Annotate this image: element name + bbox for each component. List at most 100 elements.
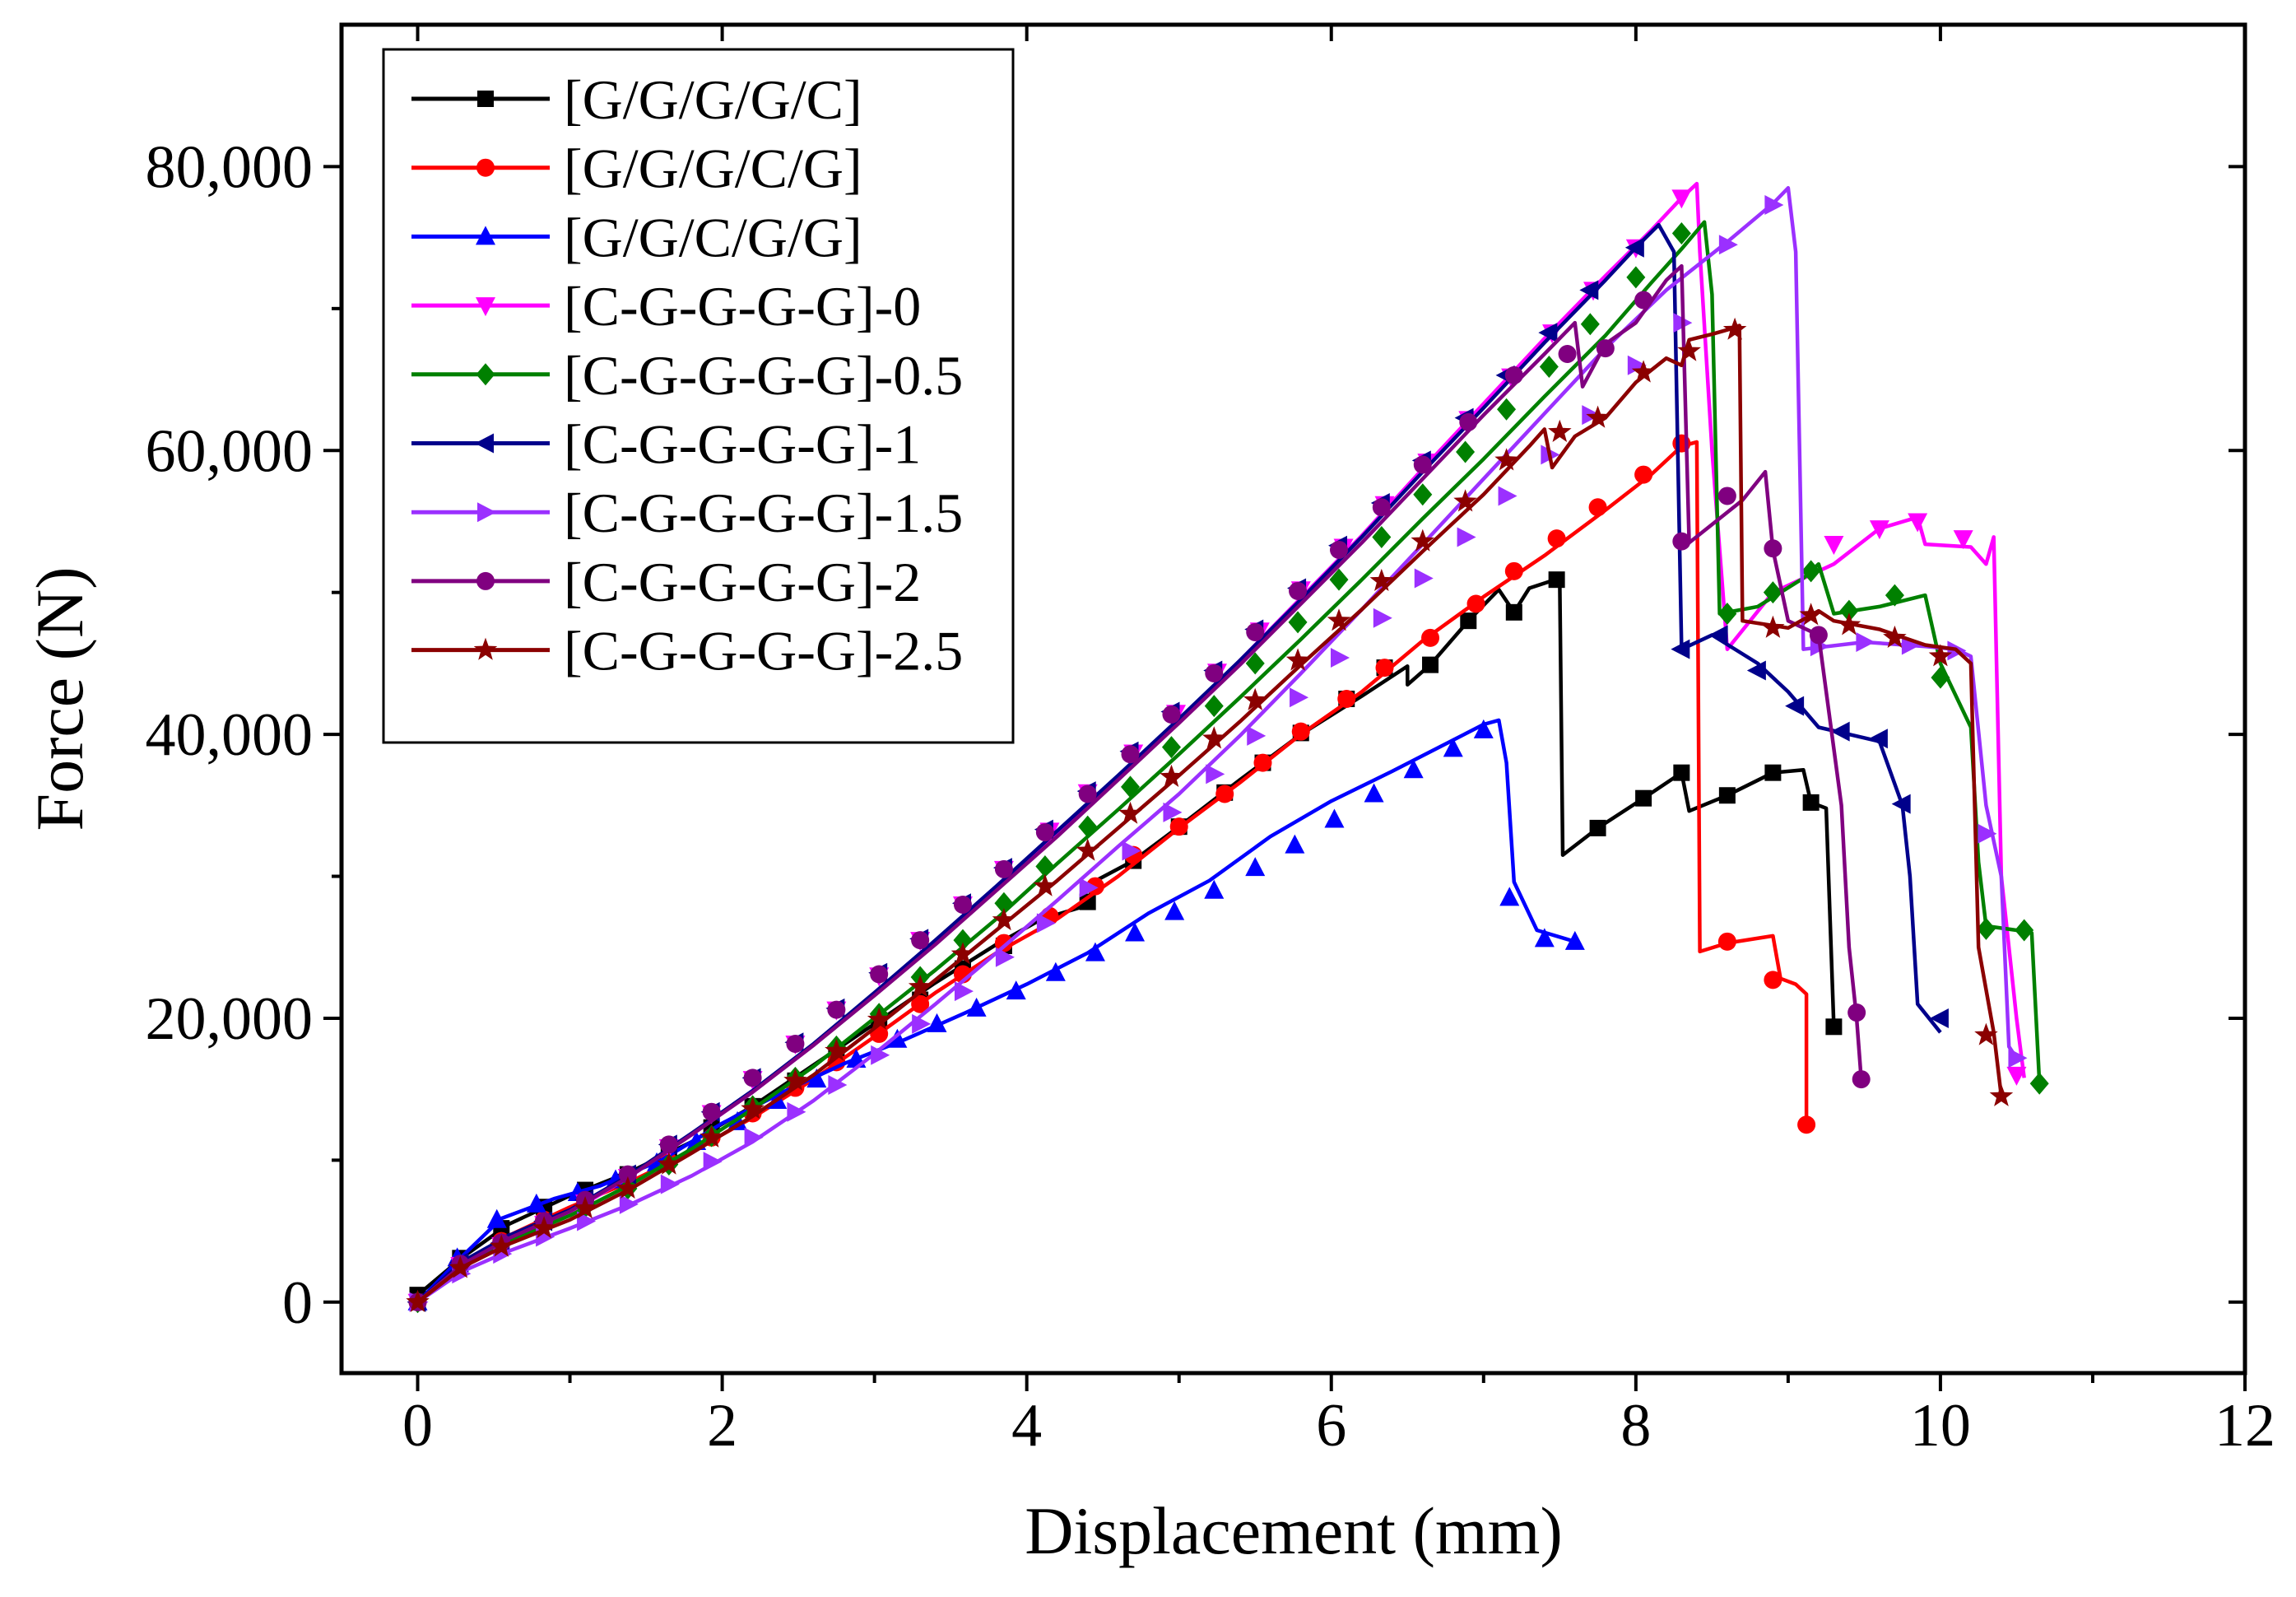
x-tick-label: 0 — [402, 1392, 433, 1460]
legend-label: [C-G-G-G-G]-0.5 — [564, 344, 963, 407]
data-point — [1375, 659, 1394, 677]
data-point — [1327, 608, 1351, 631]
data-point — [743, 1069, 762, 1087]
data-point — [867, 1007, 891, 1030]
data-point — [827, 1000, 846, 1019]
data-point — [1883, 625, 1907, 648]
legend-label: [C-G-G-G-G]-1 — [564, 413, 921, 476]
data-point — [1413, 455, 1432, 474]
x-tick-label: 8 — [1620, 1392, 1651, 1460]
series-line — [416, 220, 2042, 1304]
data-point — [1079, 878, 1099, 898]
data-point — [1801, 560, 1821, 583]
data-point — [911, 931, 930, 950]
data-point — [1443, 738, 1463, 757]
data-point — [1928, 644, 1953, 667]
data-point — [1245, 652, 1265, 675]
data-point — [1035, 823, 1054, 842]
data-point — [787, 1101, 806, 1122]
data-point — [1547, 529, 1566, 548]
data-point — [2008, 1048, 2028, 1069]
data-point — [1579, 280, 1599, 300]
series-9 — [406, 317, 2014, 1312]
data-point — [1163, 802, 1183, 822]
data-point — [1285, 834, 1305, 854]
data-point — [1580, 313, 1600, 336]
data-point — [1078, 815, 1098, 838]
data-point — [1548, 419, 1572, 442]
data-point — [406, 1289, 430, 1312]
data-point — [618, 1165, 637, 1184]
data-point — [532, 1216, 556, 1239]
data-point — [1763, 581, 1782, 604]
legend-label: [G/G/C/G/G] — [564, 206, 862, 268]
data-point — [702, 1102, 721, 1121]
series-line — [416, 263, 1863, 1304]
data-point — [1162, 705, 1181, 724]
data-point — [1215, 785, 1234, 803]
legend-label: [C-G-G-G-G]-1.5 — [564, 482, 963, 544]
data-point — [1885, 584, 1904, 607]
data-point — [1931, 666, 1950, 689]
data-point — [1076, 838, 1099, 861]
data-point — [1797, 1115, 1816, 1134]
legend-label: [G/G/G/C/G] — [564, 137, 862, 200]
data-point — [2015, 919, 2034, 942]
data-point — [699, 1124, 723, 1148]
data-point — [1825, 1018, 1843, 1036]
y-axis-title: Force (N) — [22, 566, 97, 831]
data-point — [1494, 448, 1518, 471]
data-point — [1331, 647, 1350, 668]
legend-label: [C-G-G-G-G]-2 — [564, 551, 921, 613]
x-tick-label: 2 — [707, 1392, 737, 1460]
data-point — [1586, 405, 1610, 428]
data-point — [577, 1211, 597, 1232]
data-point — [1122, 840, 1141, 861]
data-point — [871, 1045, 890, 1065]
data-point — [1033, 873, 1057, 896]
data-point — [526, 1193, 546, 1213]
x-tick-label: 10 — [1910, 1392, 1971, 1460]
data-point — [1677, 338, 1701, 361]
data-point — [1160, 764, 1183, 787]
data-point — [1764, 539, 1782, 558]
legend-entry: [G/G/G/G/C] — [411, 68, 862, 131]
data-point — [870, 965, 889, 984]
legend-marker — [476, 226, 495, 245]
data-point — [2006, 1066, 2027, 1086]
data-point — [1421, 628, 1440, 647]
data-point — [1976, 917, 1996, 940]
data-point — [741, 1096, 765, 1120]
data-point — [1411, 528, 1434, 552]
data-point — [1473, 719, 1494, 738]
data-point — [1764, 971, 1782, 989]
legend-marker — [475, 433, 494, 454]
data-point — [659, 1135, 678, 1154]
legend-entry: [C-G-G-G-G]-2.5 — [411, 620, 963, 682]
data-point — [1205, 663, 1224, 682]
data-point — [1372, 498, 1391, 517]
legend: [G/G/G/G/C][G/G/G/C/G][G/G/C/G/G] [C-G-G-… — [382, 48, 1015, 744]
data-point — [1596, 339, 1615, 358]
data-point — [1246, 622, 1265, 641]
data-point — [1290, 687, 1309, 708]
legend-marker — [476, 571, 495, 590]
data-point — [1671, 639, 1690, 659]
data-point — [1403, 759, 1424, 779]
data-point — [966, 997, 987, 1017]
data-point — [783, 1068, 807, 1091]
data-point — [1161, 736, 1181, 759]
data-point — [953, 896, 972, 915]
data-point — [954, 981, 974, 1002]
data-point — [1504, 365, 1523, 384]
data-point — [1457, 527, 1476, 547]
data-point — [1761, 615, 1785, 638]
data-point — [1364, 783, 1384, 803]
data-point — [1291, 722, 1310, 741]
data-point — [1121, 745, 1140, 764]
data-point — [1746, 660, 1766, 681]
data-point — [927, 1013, 947, 1032]
data-point — [1373, 608, 1392, 628]
data-point — [1413, 483, 1433, 506]
